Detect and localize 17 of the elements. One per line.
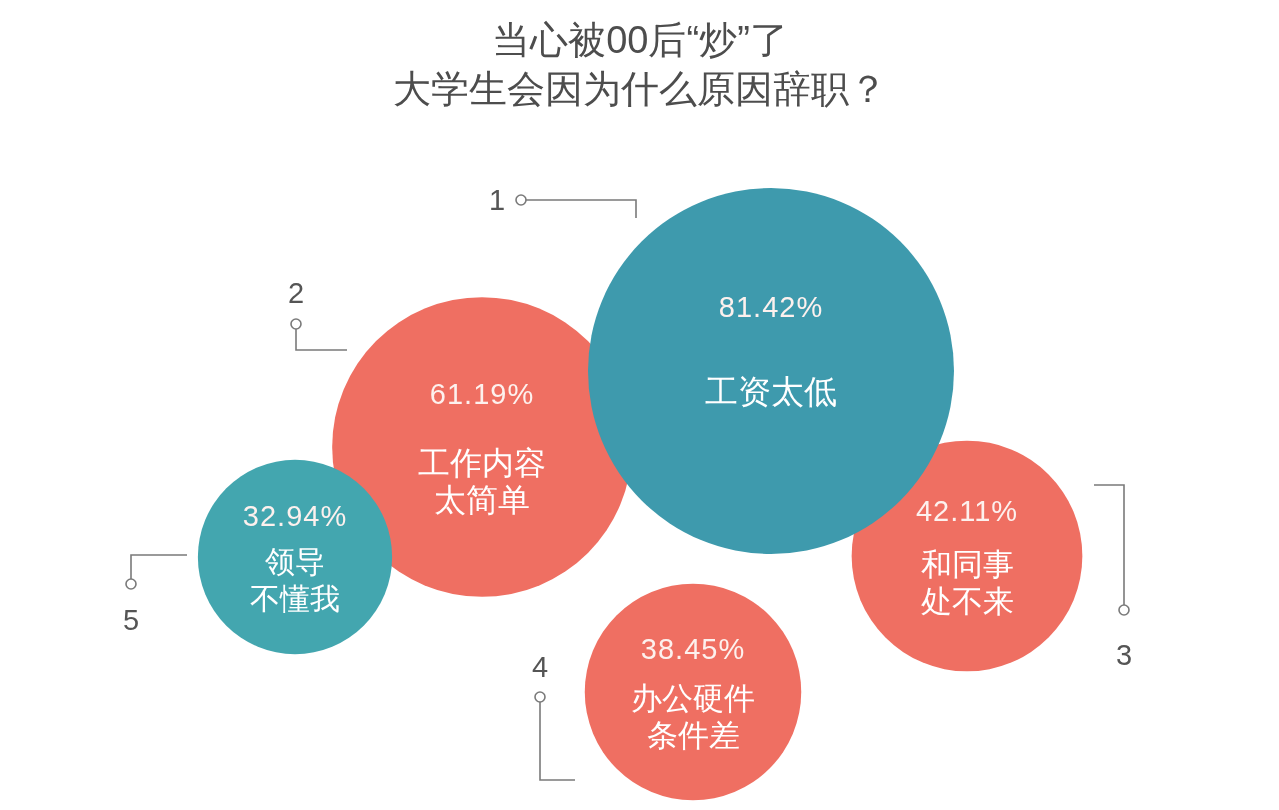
- category-label: 和同事处不来: [920, 546, 1014, 619]
- category-label: 工资太低: [705, 372, 837, 410]
- category-label: 领导不懂我: [250, 543, 340, 615]
- text: 4: [531, 651, 549, 683]
- text: 5: [122, 604, 140, 636]
- subtitle: 大学生会因为什么原因辞职？: [393, 68, 887, 110]
- data-label: 32.94%: [242, 500, 348, 533]
- text: 2: [287, 277, 305, 309]
- data-label: 38.45%: [640, 632, 746, 665]
- data-label: 61.19%: [429, 378, 535, 411]
- data-label: 42.11%: [915, 494, 1019, 527]
- category-label: 工作内容太简单: [418, 444, 546, 518]
- data-label: 81.42%: [718, 290, 824, 323]
- title: 当心被00后“炒”了: [492, 19, 788, 61]
- category-label: 办公硬件条件差: [631, 680, 755, 753]
- text: 1: [488, 184, 506, 216]
- text: 3: [1115, 639, 1133, 671]
